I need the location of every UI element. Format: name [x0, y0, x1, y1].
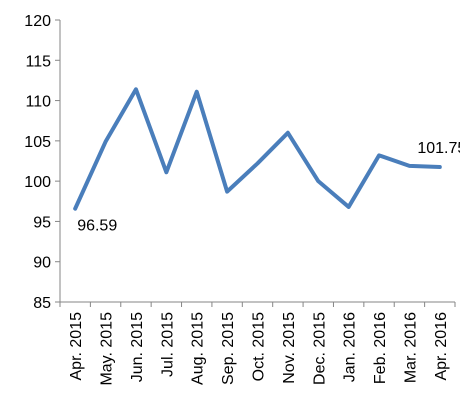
y-axis-ticks: 85 90 95 100 105 110 115 120	[24, 13, 60, 312]
x-tick-label: Feb. 2016	[372, 312, 389, 384]
y-tick-label: 100	[24, 174, 51, 191]
y-tick-label: 95	[33, 214, 51, 231]
data-label: 96.59	[77, 218, 117, 235]
x-tick-label: Jun. 2015	[129, 312, 146, 382]
data-label: 101.75	[417, 140, 460, 157]
x-tick-label: Aug. 2015	[190, 312, 207, 385]
x-tick-label: Apr. 2016	[433, 312, 450, 381]
x-tick-label: May. 2015	[99, 312, 116, 386]
axes	[59, 20, 455, 303]
x-tick-label: Nov. 2015	[281, 312, 298, 384]
y-tick-label: 105	[24, 134, 51, 151]
data-labels: 96.59 101.75	[77, 140, 460, 235]
x-tick-label: Sep. 2015	[220, 312, 237, 385]
y-tick-label: 90	[33, 255, 51, 272]
x-tick-label: Jan. 2016	[342, 312, 359, 382]
series-group	[73, 87, 442, 211]
y-tick-label: 85	[33, 295, 51, 312]
x-tick-label: Apr. 2015	[68, 312, 85, 381]
x-tick-label: Jul. 2015	[159, 312, 176, 377]
y-tick-label: 120	[24, 13, 51, 30]
series-line	[73, 87, 442, 211]
y-tick-label: 115	[25, 53, 51, 70]
y-tick-label: 110	[25, 94, 51, 111]
x-tick-label: Mar. 2016	[402, 312, 419, 383]
x-axis-ticks: Apr. 2015 May. 2015 Jun. 2015 Jul. 2015 Aug.…	[59, 302, 456, 386]
x-tick-label: Dec. 2015	[311, 312, 328, 385]
x-tick-label: Oct. 2015	[251, 312, 268, 381]
